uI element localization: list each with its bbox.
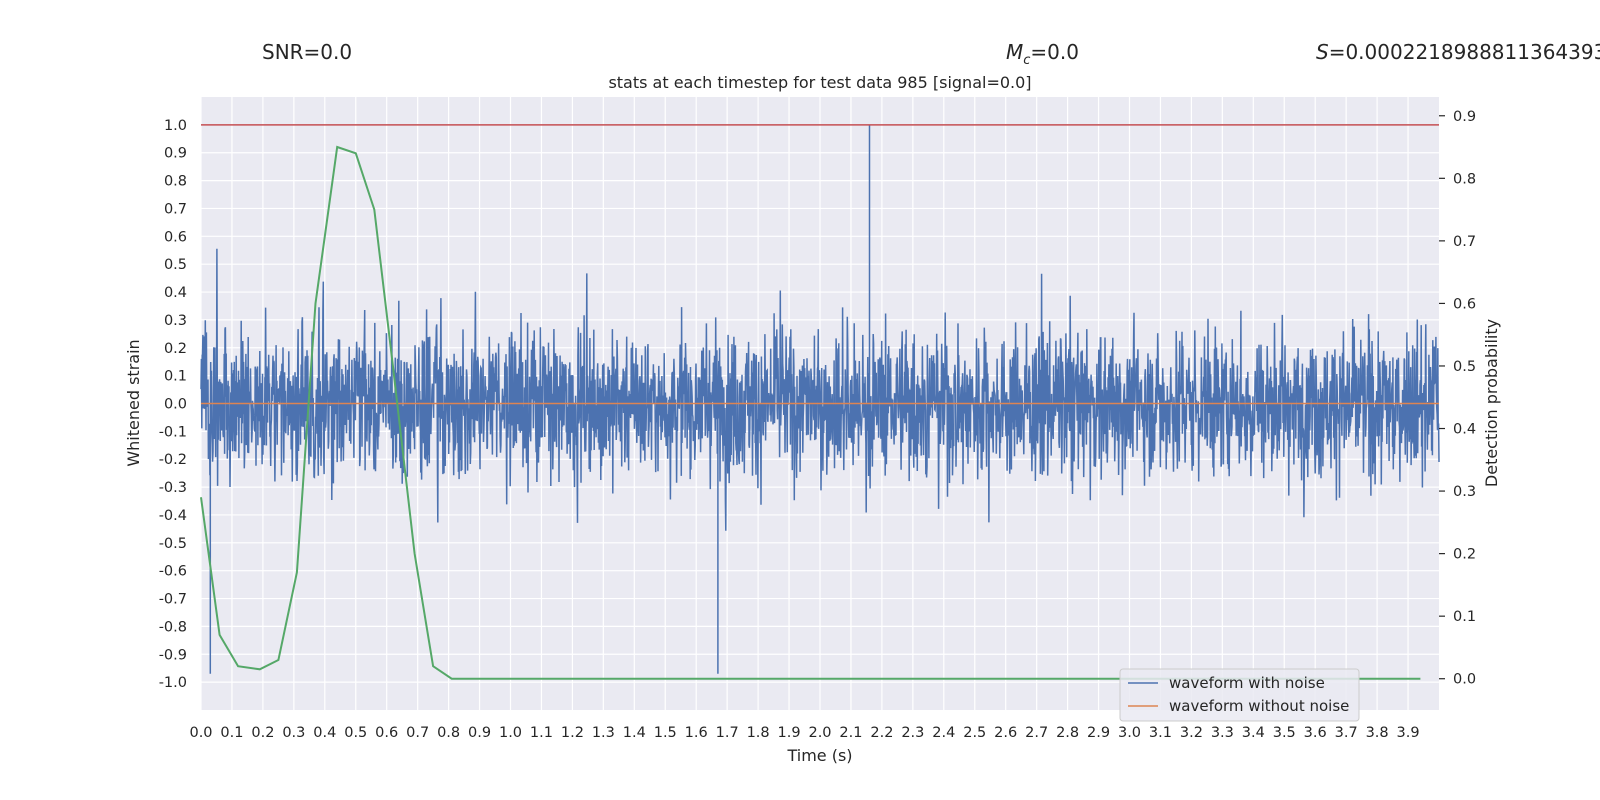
x-tick-label: 2.3 <box>901 725 924 741</box>
y-tick-label: -0.3 <box>159 480 187 496</box>
y-tick-label: 1.0 <box>164 118 187 134</box>
y-tick-label: 0.5 <box>164 257 187 273</box>
x-tick-label: 3.1 <box>1149 725 1172 741</box>
x-tick-label: 0.1 <box>220 725 243 741</box>
noise-waveform-line <box>200 124 1440 674</box>
y-tick-label: -0.8 <box>159 619 187 635</box>
chart-title: stats at each timestep for test data 985… <box>608 73 1031 92</box>
y-tick-label: 0.9 <box>164 146 187 162</box>
x-tick-label: 3.0 <box>1118 725 1141 741</box>
legend: waveform with noise waveform without noi… <box>1119 668 1360 722</box>
x-axis-ticks: 0.0 0.1 0.2 0.3 0.4 0.5 0.6 0.7 0.8 0.9 1.0 1.1 1.2 1… <box>189 725 1419 741</box>
x-tick-label: 3.4 <box>1242 725 1265 741</box>
y-tick-label: 0.4 <box>164 285 187 301</box>
x-tick-label: 2.4 <box>932 725 955 741</box>
s-symbol: S <box>1316 40 1329 64</box>
y2-tick-label: 0.9 <box>1453 109 1476 125</box>
y-tick-label: -0.1 <box>159 424 187 440</box>
mc-subscript: c <box>1023 53 1031 68</box>
snr-label: SNR=0.0 <box>262 40 353 64</box>
y-axis-ticks: 1.0 0.9 0.8 0.7 0.6 0.5 0.4 0.3 0.2 0.1 0.0 -0.1 -0.… <box>159 118 187 691</box>
x-tick-label: 3.2 <box>1180 725 1203 741</box>
s-value: =0.00022189888113643932 <box>1328 40 1600 64</box>
x-tick-label: 3.9 <box>1397 725 1420 741</box>
chirp-mass-label: Mc=0.0 <box>1006 40 1079 68</box>
x-tick-label: 3.7 <box>1335 725 1358 741</box>
y2-tick-label: 0.8 <box>1453 171 1476 187</box>
x-tick-label: 1.8 <box>747 725 770 741</box>
x-tick-label: 0.0 <box>189 725 212 741</box>
y2-tick-label: 0.5 <box>1453 359 1476 375</box>
y2-axis-ticks: 0.9 0.8 0.7 0.6 0.5 0.4 0.3 0.2 0.1 0.0 <box>1439 109 1476 688</box>
y-tick-label: -0.7 <box>159 592 187 608</box>
y-tick-label: -0.5 <box>159 536 187 552</box>
x-tick-label: 2.8 <box>1056 725 1079 741</box>
noise-waveform-path <box>200 124 1440 674</box>
y2-tick-label: 0.3 <box>1453 484 1476 500</box>
legend-label-noise: waveform with noise <box>1169 674 1325 692</box>
x-tick-label: 1.1 <box>530 725 553 741</box>
legend-box <box>1119 668 1360 722</box>
x-tick-label: 0.5 <box>344 725 367 741</box>
y-tick-label: -0.6 <box>159 564 187 580</box>
x-tick-label: 2.7 <box>1025 725 1048 741</box>
x-tick-label: 2.1 <box>839 725 862 741</box>
y2-tick-label: 0.6 <box>1453 296 1476 312</box>
y-axis-label: Whitened strain <box>124 339 143 466</box>
x-tick-label: 3.6 <box>1304 725 1327 741</box>
x-tick-label: 1.0 <box>499 725 522 741</box>
x-tick-label: 0.8 <box>437 725 460 741</box>
y-tick-label: -0.2 <box>159 452 187 468</box>
x-tick-label: 0.9 <box>468 725 491 741</box>
y-tick-label: 0.7 <box>164 201 187 217</box>
y-tick-label: -0.9 <box>159 647 187 663</box>
x-tick-label: 1.3 <box>592 725 615 741</box>
y2-tick-label: 0.2 <box>1453 547 1476 563</box>
x-tick-label: 3.8 <box>1366 725 1389 741</box>
x-tick-label: 0.6 <box>375 725 398 741</box>
y-tick-label: 0.1 <box>164 369 187 385</box>
x-tick-label: 3.3 <box>1211 725 1234 741</box>
x-tick-label: 1.5 <box>654 725 677 741</box>
x-tick-label: 3.5 <box>1273 725 1296 741</box>
x-tick-label: 1.2 <box>561 725 584 741</box>
detection-probability-line <box>200 145 1421 680</box>
x-tick-label: 2.2 <box>870 725 893 741</box>
y-tick-label: 0.0 <box>164 397 187 413</box>
x-tick-label: 1.6 <box>685 725 708 741</box>
y2-tick-label: 0.0 <box>1453 672 1476 688</box>
y2-axis-label: Detection probability <box>1482 319 1501 487</box>
y2-tick-label: 0.4 <box>1453 422 1476 438</box>
x-tick-label: 2.9 <box>1087 725 1110 741</box>
x-tick-label: 0.7 <box>406 725 429 741</box>
y-tick-label: 0.3 <box>164 313 187 329</box>
x-axis-label: Time (s) <box>786 746 852 765</box>
x-tick-label: 0.4 <box>313 725 336 741</box>
y2-tick-label: 0.7 <box>1453 234 1476 250</box>
x-tick-label: 2.0 <box>808 725 831 741</box>
legend-label-clean: waveform without noise <box>1169 697 1349 715</box>
x-tick-label: 0.3 <box>282 725 305 741</box>
s-stat-label: S=0.00022189888113643932 <box>1316 40 1600 64</box>
mc-value: =0.0 <box>1030 40 1079 64</box>
x-tick-label: 2.5 <box>963 725 986 741</box>
y-tick-label: 0.2 <box>164 341 187 357</box>
y-tick-label: -0.4 <box>159 508 187 524</box>
x-tick-label: 0.2 <box>251 725 274 741</box>
y-tick-label: 0.6 <box>164 229 187 245</box>
x-tick-label: 1.7 <box>716 725 739 741</box>
x-tick-label: 1.9 <box>778 725 801 741</box>
detection-probability-path <box>200 145 1421 680</box>
y-tick-label: 0.8 <box>164 174 187 190</box>
y2-tick-label: 0.1 <box>1453 609 1476 625</box>
x-tick-label: 1.4 <box>623 725 646 741</box>
y-tick-label: -1.0 <box>159 675 187 691</box>
mc-symbol: M <box>1006 40 1024 64</box>
x-tick-label: 2.6 <box>994 725 1017 741</box>
